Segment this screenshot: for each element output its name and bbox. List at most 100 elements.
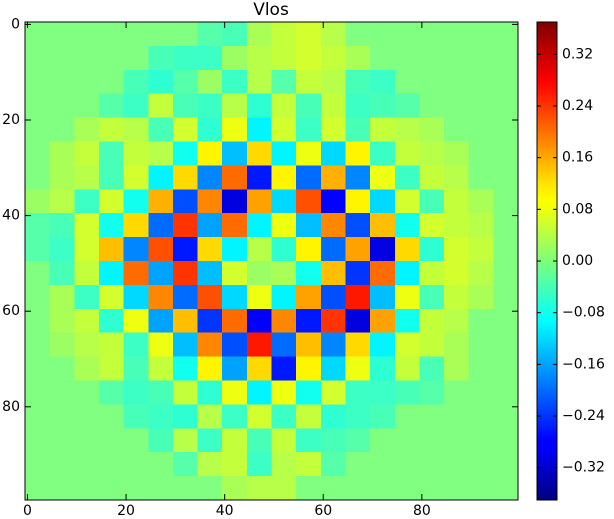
cell <box>296 261 322 286</box>
cell <box>25 117 51 142</box>
cell <box>222 189 248 214</box>
cell <box>394 380 420 405</box>
plot-frame <box>24 21 519 501</box>
cell <box>370 356 396 381</box>
cell <box>271 308 297 334</box>
cell <box>148 284 174 310</box>
cell <box>148 117 174 142</box>
cell <box>296 45 322 71</box>
cell <box>98 22 124 47</box>
cell <box>222 356 248 381</box>
cell <box>25 237 51 262</box>
colorbar-tick-label: 0.00 <box>562 253 593 269</box>
cell <box>370 189 396 214</box>
cell <box>172 404 198 429</box>
cell <box>197 117 223 142</box>
cell <box>419 237 445 262</box>
cell <box>296 141 322 166</box>
cell <box>222 165 248 190</box>
cell <box>271 237 297 262</box>
cell <box>271 404 297 429</box>
cell <box>246 45 272 71</box>
cell <box>271 380 297 405</box>
cell <box>74 93 100 118</box>
cell <box>370 141 396 166</box>
cell <box>246 380 272 405</box>
cell <box>493 189 519 214</box>
cell <box>370 45 396 71</box>
cell <box>172 356 198 381</box>
cell <box>172 93 198 118</box>
cell <box>148 452 174 477</box>
cell <box>98 93 124 118</box>
cell <box>320 284 346 310</box>
cell <box>271 261 297 286</box>
cell <box>246 93 272 118</box>
colorbar-tick-label: 0.24 <box>562 98 593 114</box>
cell <box>197 93 223 118</box>
cell <box>468 165 494 190</box>
cell <box>370 404 396 429</box>
cell <box>246 332 272 357</box>
cell <box>444 22 470 47</box>
cell <box>98 380 124 405</box>
cell <box>370 332 396 357</box>
cell <box>296 117 322 142</box>
cell <box>74 284 100 310</box>
y-tick-label: 40 <box>2 208 20 224</box>
cell <box>74 452 100 477</box>
cell <box>419 93 445 118</box>
cell <box>296 284 322 310</box>
cell <box>172 213 198 238</box>
cell <box>246 428 272 453</box>
cell <box>222 404 248 429</box>
cell <box>74 213 100 238</box>
cell <box>345 117 371 142</box>
cell <box>271 428 297 453</box>
cell <box>74 428 100 453</box>
cell <box>49 332 75 357</box>
cell <box>419 308 445 334</box>
cell <box>320 380 346 405</box>
cell <box>493 261 519 286</box>
cell <box>49 165 75 190</box>
cell <box>296 332 322 357</box>
cell <box>370 476 396 501</box>
x-tick-label: 0 <box>23 503 32 519</box>
cell <box>394 189 420 214</box>
cell <box>49 22 75 47</box>
cell <box>419 22 445 47</box>
cell <box>345 284 371 310</box>
cell <box>271 189 297 214</box>
cell <box>148 165 174 190</box>
cell <box>320 69 346 95</box>
cell <box>468 69 494 95</box>
cell <box>493 117 519 142</box>
cell <box>172 332 198 357</box>
cell <box>246 117 272 142</box>
cell <box>246 404 272 429</box>
cell <box>493 332 519 357</box>
cell <box>419 356 445 381</box>
cell <box>320 117 346 142</box>
cell <box>49 356 75 381</box>
cell <box>123 428 149 453</box>
cell <box>419 428 445 453</box>
cell <box>148 141 174 166</box>
cell <box>271 356 297 381</box>
cell <box>172 476 198 501</box>
cell <box>25 476 51 501</box>
cell <box>98 332 124 357</box>
cell <box>320 93 346 118</box>
cell <box>370 237 396 262</box>
cell <box>370 452 396 477</box>
cell <box>271 213 297 238</box>
cell <box>296 380 322 405</box>
cell <box>74 45 100 71</box>
cell <box>123 261 149 286</box>
cell <box>172 428 198 453</box>
cell <box>172 452 198 477</box>
cell <box>246 213 272 238</box>
cell <box>222 237 248 262</box>
